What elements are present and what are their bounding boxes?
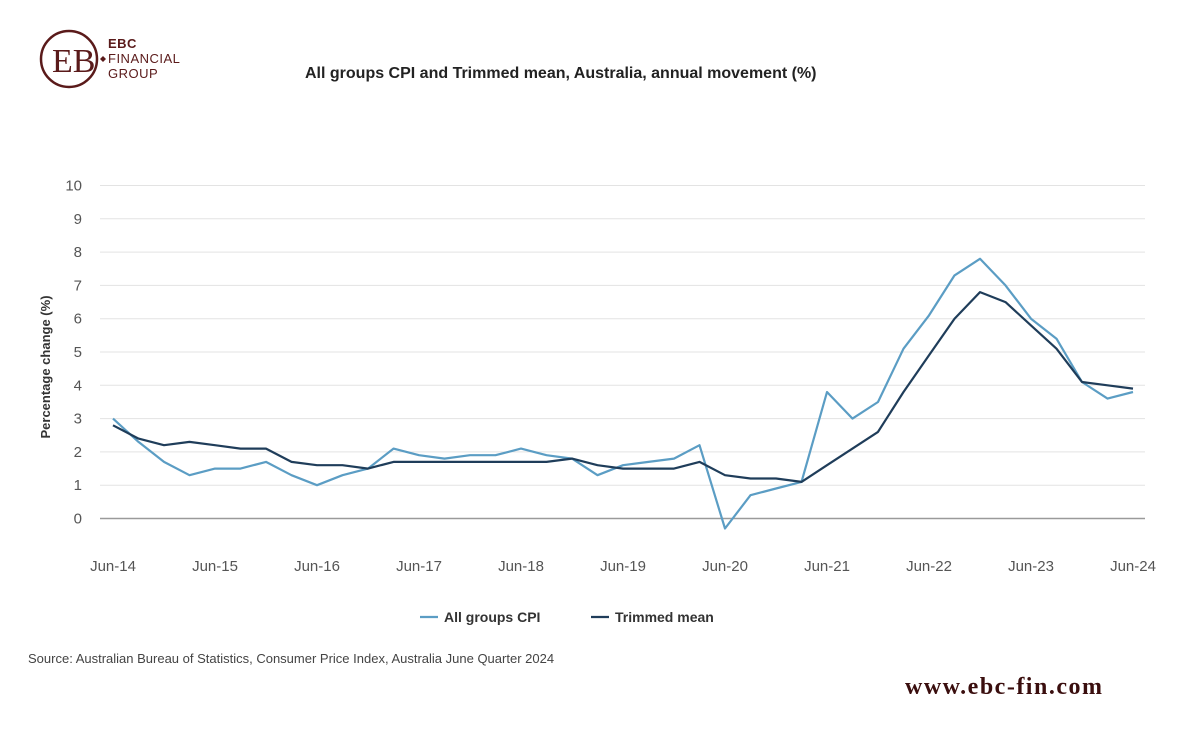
brand-line-2: FINANCIAL	[108, 51, 181, 66]
x-tick-label: Jun-15	[192, 558, 238, 575]
y-tick-label: 10	[65, 178, 82, 195]
y-axis-label: Percentage change (%)	[38, 295, 53, 438]
series-line-all-groups-cpi	[112, 257, 1134, 530]
chart-title: All groups CPI and Trimmed mean, Austral…	[305, 65, 817, 82]
series-line-trimmed-mean	[112, 291, 1134, 483]
brand-line-3: GROUP	[108, 66, 159, 81]
series-layer	[112, 257, 1134, 530]
y-tick-label: 1	[74, 477, 82, 494]
x-tick-labels: Jun-14 Jun-15 Jun-16 Jun-17 Jun-18 Jun-19 Jun-…	[90, 558, 1156, 575]
x-tick-label: Jun-19	[600, 558, 646, 575]
x-tick-label: Jun-14	[90, 558, 136, 575]
x-tick-label: Jun-22	[906, 558, 952, 575]
brand-line-1: EBC	[108, 36, 137, 51]
legend-label: Trimmed mean	[615, 609, 714, 625]
y-tick-label: 2	[74, 444, 82, 461]
x-tick-label: Jun-20	[702, 558, 748, 575]
y-tick-label: 8	[74, 244, 82, 261]
legend: All groups CPI Trimmed mean	[420, 609, 714, 625]
grid-lines	[100, 185, 1145, 520]
x-tick-label: Jun-24	[1110, 558, 1156, 575]
y-tick-label: 4	[74, 377, 82, 394]
y-tick-labels: 0 1 2 3 4 5 6 7 8 9 10	[65, 178, 82, 528]
y-tick-label: 6	[74, 311, 82, 328]
x-tick-label: Jun-18	[498, 558, 544, 575]
y-tick-label: 3	[74, 411, 82, 428]
website-link[interactable]: www.ebc-fin.com	[905, 674, 1104, 700]
source-note: Source: Australian Bureau of Statistics,…	[28, 651, 555, 666]
logo-monogram: EB	[52, 43, 95, 80]
y-tick-label: 5	[74, 344, 82, 361]
y-tick-label: 0	[74, 511, 82, 528]
y-tick-label: 7	[74, 277, 82, 294]
legend-label: All groups CPI	[444, 609, 540, 625]
x-tick-label: Jun-16	[294, 558, 340, 575]
brand-name: EBC FINANCIAL GROUP	[108, 36, 180, 81]
x-tick-label: Jun-17	[396, 558, 442, 575]
y-tick-label: 9	[74, 211, 82, 228]
x-tick-label: Jun-23	[1008, 558, 1054, 575]
sparkle-icon	[100, 56, 106, 62]
x-tick-label: Jun-21	[804, 558, 850, 575]
ebc-logo: EB	[39, 29, 106, 89]
